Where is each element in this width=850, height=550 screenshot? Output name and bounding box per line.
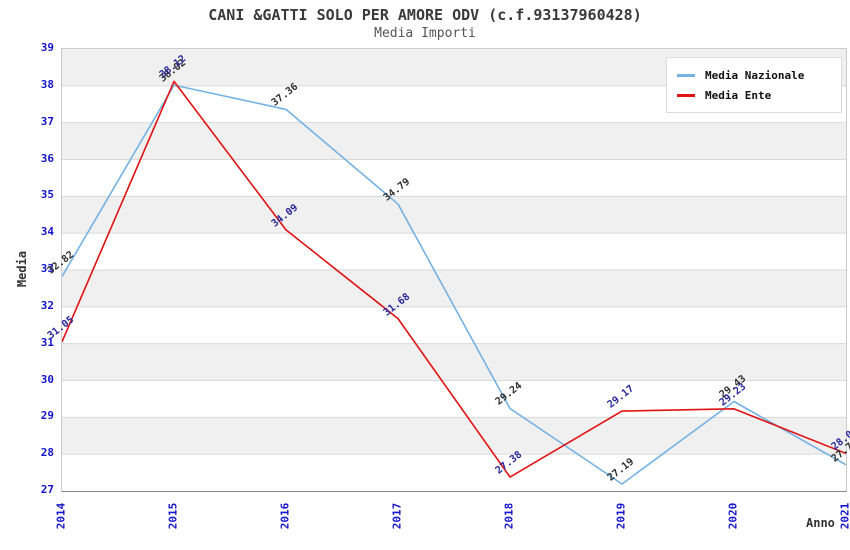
x-tick-label: 2020 [726,502,740,530]
legend-label: Media Nazionale [705,68,805,82]
y-tick-label: 35 [40,188,54,202]
series-line-media-ente [62,80,846,478]
x-tick-label: 2017 [390,502,404,530]
legend-item-media-nazionale: Media Nazionale [677,65,831,85]
y-axis-label: Media [15,250,29,288]
legend-line-swatch [677,73,695,77]
y-tick-label: 27 [40,483,54,496]
background-band [62,454,846,491]
y-tick-label: 38 [40,77,54,91]
y-tick-label: 33 [40,262,54,275]
background-band [62,159,846,197]
y-tick-label: 31 [40,335,54,349]
y-tick-label: 32 [40,298,54,312]
y-tick-label: 37 [40,114,54,128]
y-tick-label: 30 [40,372,54,386]
background-band [62,196,846,234]
chart-title: CANI &GATTI SOLO PER AMORE ODV (c.f.9313… [208,6,642,24]
legend-item-media-ente: Media Ente [677,85,831,105]
x-axis-label: Anno [806,516,835,530]
series-line-media-nazionale [62,84,846,485]
chart-subtitle: Media Importi [374,26,476,41]
x-tick-label: 2019 [614,502,628,530]
y-tick-label: 29 [40,409,54,423]
background-band [62,270,846,307]
background-band [62,306,846,344]
background-band [62,343,846,381]
y-tick-label: 28 [40,446,54,460]
x-tick-label: 2015 [166,502,180,530]
y-tick-label: 39 [40,41,54,54]
background-band [62,122,846,160]
line-plot-svg [62,49,846,491]
x-tick-label: 2018 [502,502,516,530]
legend-label: Media Ente [705,88,772,102]
legend-line-swatch [677,93,695,97]
x-tick-label: 2021 [838,502,850,530]
x-tick-label: 2014 [54,502,68,530]
y-tick-label: 34 [40,225,54,239]
legend: Media Nazionale Media Ente [666,57,842,113]
y-tick-label: 36 [40,151,54,165]
background-band [62,233,846,270]
background-band [62,417,846,455]
plot-area [61,48,847,492]
x-tick-label: 2016 [278,502,292,530]
